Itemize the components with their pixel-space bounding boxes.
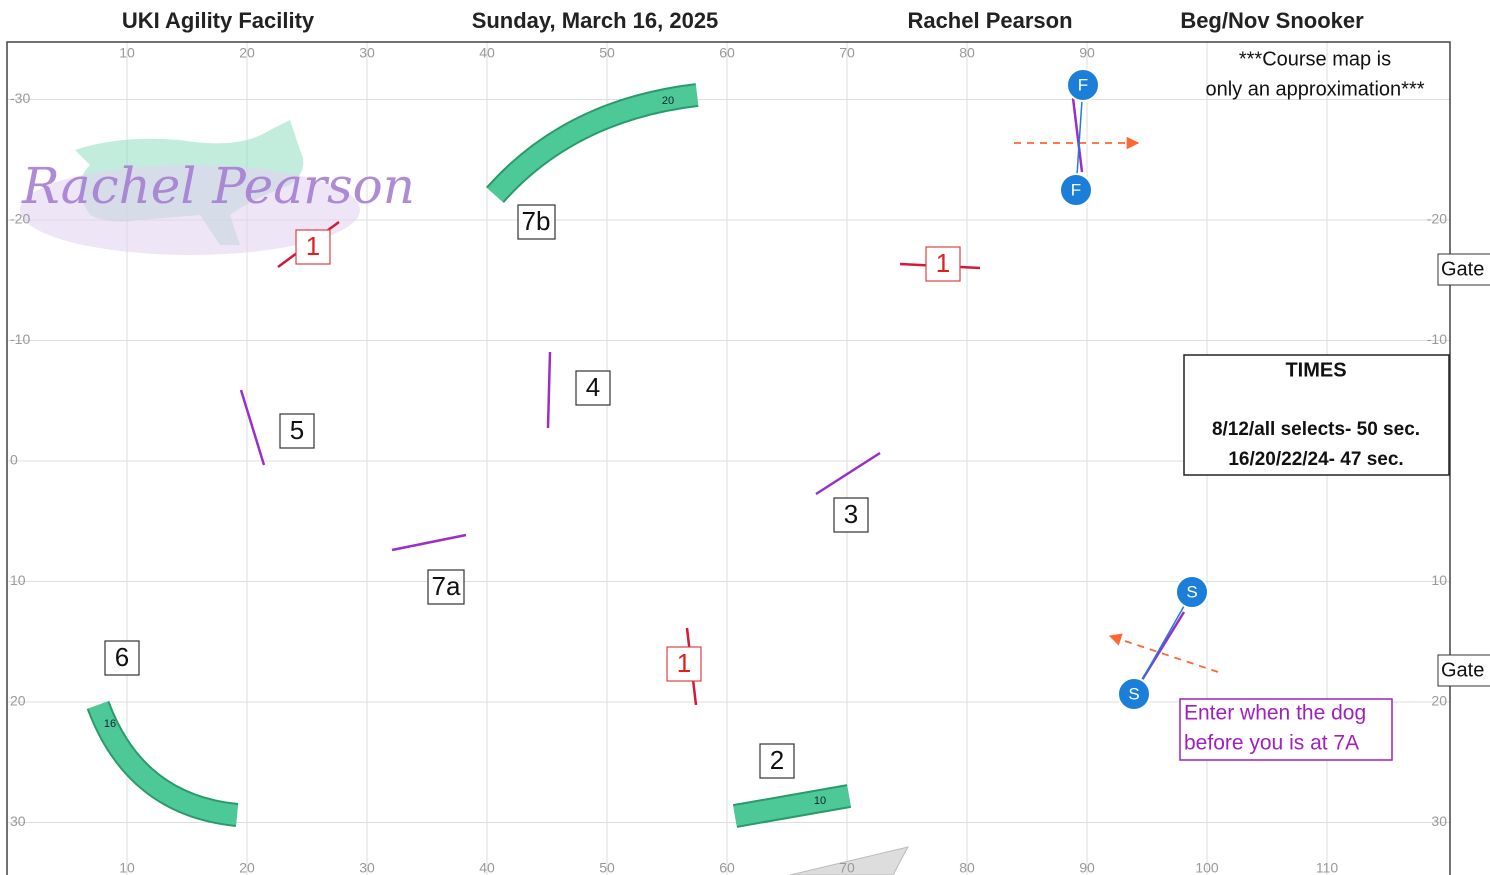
- jump: [546, 351, 552, 429]
- y-tick-label: 30: [1431, 813, 1447, 829]
- x-tick-label: 70: [839, 45, 855, 61]
- x-tick-label: 110: [1316, 860, 1339, 875]
- tunnel: 16: [86, 700, 239, 827]
- start-label: S: [1186, 582, 1197, 601]
- y-tick-label: -10: [1427, 331, 1447, 347]
- tunnel-number: 20: [662, 95, 674, 107]
- judge: Rachel Pearson: [907, 8, 1072, 33]
- times-line: 16/20/22/24- 47 sec.: [1228, 449, 1403, 470]
- watermark-text: Rachel Pearson: [21, 157, 415, 215]
- label-text: 1: [306, 231, 320, 261]
- jump: [391, 533, 467, 552]
- entry-note-line: before you is at 7A: [1184, 732, 1359, 755]
- x-tick-label: 70: [839, 860, 855, 875]
- obstacle-label: 1: [295, 229, 331, 265]
- entry-note-line: Enter when the dog: [1184, 702, 1366, 725]
- start: S S: [1117, 575, 1209, 711]
- times-title: TIMES: [1285, 359, 1346, 381]
- x-tick-label: 80: [959, 860, 975, 875]
- gate-label: Gate: [1441, 659, 1484, 681]
- date: Sunday, March 16, 2025: [472, 8, 719, 33]
- obstacle-label: 1: [666, 646, 702, 682]
- x-tick-label: 80: [959, 45, 975, 61]
- x-tick-label: 100: [1195, 860, 1219, 875]
- jumps: [239, 220, 981, 706]
- obstacle-label: 1: [925, 246, 961, 282]
- gate-label: Gate: [1441, 258, 1484, 280]
- y-tick-label: 20: [1431, 693, 1447, 709]
- label-text: 1: [936, 248, 950, 278]
- obstacle-label: 6: [104, 640, 140, 676]
- venue: UKI Agility Facility: [122, 8, 315, 33]
- obstacle-label: 4: [575, 370, 611, 406]
- x-tick-label: 20: [239, 45, 255, 61]
- start-label: S: [1128, 684, 1139, 703]
- label-text: 6: [115, 642, 129, 672]
- x-tick-label: 50: [599, 860, 615, 875]
- gate: Gate: [1437, 253, 1490, 286]
- y-tick-label: 20: [10, 693, 26, 709]
- obstacle-label: 5: [279, 413, 315, 449]
- grid: [7, 42, 1450, 875]
- x-tick-label: 30: [359, 860, 375, 875]
- tunnel: 20: [486, 83, 699, 203]
- x-tick-label: 60: [719, 45, 735, 61]
- jump: [815, 451, 881, 496]
- label-text: 4: [586, 372, 600, 402]
- y-tick-label: 0: [10, 452, 18, 468]
- obstacle-label: 3: [833, 497, 869, 533]
- finish: F F: [1059, 68, 1100, 207]
- class: Beg/Nov Snooker: [1180, 8, 1364, 33]
- note-line: ***Course map is: [1239, 48, 1391, 70]
- label-text: 7b: [522, 206, 551, 236]
- x-tick-label: 90: [1079, 45, 1095, 61]
- y-tick-label: 30: [10, 813, 26, 829]
- jump: [239, 389, 266, 466]
- x-tick-label: 40: [479, 860, 495, 875]
- y-tick-label: -10: [10, 331, 30, 347]
- watermark: Rachel Pearson: [20, 120, 415, 255]
- x-tick-label: 50: [599, 45, 615, 61]
- x-tick-label: 10: [119, 45, 135, 61]
- finish-label: F: [1071, 180, 1081, 199]
- label-text: 3: [844, 499, 858, 529]
- finish-label: F: [1078, 75, 1088, 94]
- x-tick-label: 20: [239, 860, 255, 875]
- label-text: 1: [677, 648, 691, 678]
- ring-border: [6, 41, 1451, 875]
- obstacle-label: 2: [759, 743, 795, 779]
- table-shape: [789, 846, 909, 875]
- times-box: TIMES 8/12/all selects- 50 sec. 16/20/22…: [1183, 354, 1450, 476]
- x-tick-label: 60: [719, 860, 735, 875]
- label-text: 7a: [432, 571, 461, 601]
- tunnel-number: 16: [104, 718, 116, 730]
- x-tick-label: 30: [359, 45, 375, 61]
- obstacle-label: 7b: [517, 204, 556, 240]
- times-line: 8/12/all selects- 50 sec.: [1212, 419, 1420, 440]
- y-tick-label: -20: [1427, 211, 1447, 227]
- label-text: 2: [770, 745, 784, 775]
- x-tick-label: 10: [119, 860, 135, 875]
- tunnel-number: 10: [814, 795, 826, 807]
- y-tick-label: 10: [1431, 572, 1447, 588]
- y-tick-label: -20: [10, 211, 30, 227]
- direction-arrow: [1108, 633, 1219, 673]
- x-tick-label: 90: [1079, 860, 1095, 875]
- entry-note: Enter when the dog before you is at 7A: [1179, 698, 1393, 761]
- label-text: 5: [290, 415, 304, 445]
- note-line: only an approximation***: [1205, 78, 1424, 100]
- tunnel: 10: [732, 784, 852, 828]
- obstacle-label: 7a: [427, 569, 465, 605]
- y-tick-label: 10: [10, 572, 26, 588]
- y-tick-label: -30: [10, 90, 30, 106]
- gate: Gate: [1437, 654, 1490, 687]
- x-tick-label: 40: [479, 45, 495, 61]
